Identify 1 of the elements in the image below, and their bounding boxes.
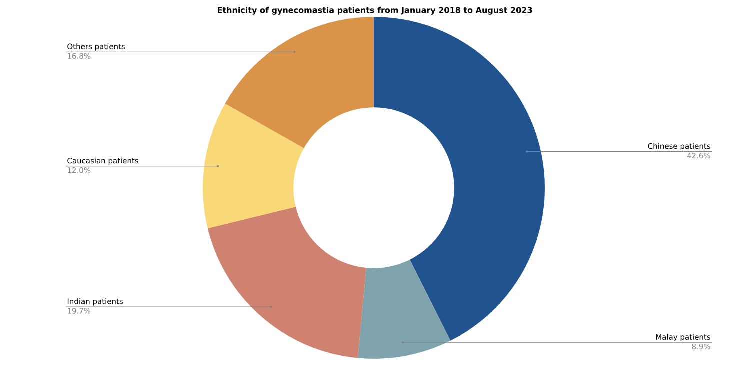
chart-title: Ethnicity of gynecomastia patients from January 2018 to August 2023 (218, 7, 532, 15)
